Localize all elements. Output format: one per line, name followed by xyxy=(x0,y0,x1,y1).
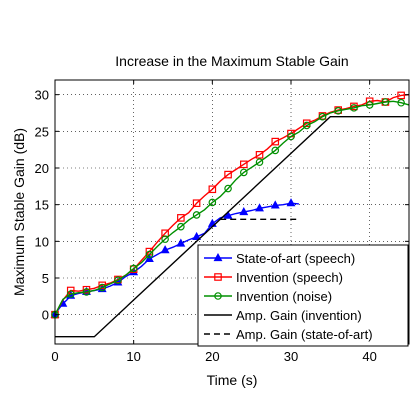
x-tick-label: 0 xyxy=(51,349,58,364)
legend-item: Amp. Gain (invention) xyxy=(204,308,362,323)
data-point xyxy=(192,199,201,208)
data-point xyxy=(271,146,280,155)
data-point xyxy=(365,101,374,109)
series-line xyxy=(54,100,410,316)
data-point xyxy=(397,98,405,107)
legend-marker xyxy=(214,273,222,281)
data-point xyxy=(255,158,264,166)
data-point xyxy=(66,290,75,298)
legend-box xyxy=(197,244,409,347)
data-point xyxy=(192,211,201,219)
legend-label: Invention (noise) xyxy=(236,289,332,304)
x-tick-label: 10 xyxy=(126,349,140,364)
chart-title: Increase in the Maximum Stable Gain xyxy=(115,53,348,69)
ticks: 0 10 20 30 40 0 5 10 15 20 25 30 xyxy=(35,80,409,364)
data-point xyxy=(82,288,91,296)
data-point xyxy=(145,250,154,259)
series-layer xyxy=(50,91,410,338)
data-point xyxy=(270,200,280,209)
data-point xyxy=(318,112,327,121)
legend-item: State-of-art (speech) xyxy=(204,251,355,266)
legend-marker xyxy=(213,252,223,262)
data-point xyxy=(381,98,390,106)
series-3 xyxy=(55,115,409,338)
data-point xyxy=(177,222,185,231)
data-point xyxy=(129,264,138,273)
legend-item: Invention (noise) xyxy=(204,289,332,304)
data-point xyxy=(223,210,233,219)
data-point xyxy=(114,276,122,285)
legend-item: Invention (speech) xyxy=(204,270,343,285)
data-point xyxy=(208,185,217,194)
legend-item: Amp. Gain (state-of-art) xyxy=(204,327,373,342)
data-point xyxy=(271,137,280,146)
data-point xyxy=(240,160,248,169)
y-tick-label: 25 xyxy=(35,124,49,139)
data-point xyxy=(350,104,358,112)
y-tick-label: 5 xyxy=(42,271,49,286)
data-point xyxy=(286,198,296,207)
legend-marker xyxy=(214,292,222,300)
y-tick-label: 15 xyxy=(35,198,49,213)
data-point xyxy=(208,198,217,207)
data-point xyxy=(287,132,295,141)
series-2 xyxy=(51,98,410,319)
y-tick-label: 30 xyxy=(35,88,49,103)
data-point xyxy=(334,107,343,115)
data-point xyxy=(192,231,202,241)
y-tick-label: 20 xyxy=(35,161,49,176)
legend-label: Amp. Gain (invention) xyxy=(236,308,362,323)
legend-label: Amp. Gain (state-of-art) xyxy=(236,327,373,342)
data-point xyxy=(160,245,170,254)
data-point xyxy=(255,151,264,159)
data-point xyxy=(176,238,186,247)
data-point xyxy=(397,91,405,100)
data-point xyxy=(224,184,232,193)
data-point xyxy=(240,168,248,177)
y-tick-label: 0 xyxy=(42,308,49,323)
y-tick-label: 10 xyxy=(35,234,49,249)
series-line xyxy=(55,115,409,338)
data-point xyxy=(224,170,232,179)
x-tick-label: 20 xyxy=(205,349,219,364)
x-tick-label: 40 xyxy=(362,349,376,364)
plot-area: 0 10 20 30 40 0 5 10 15 20 25 30 xyxy=(35,79,410,364)
y-axis-label: Maximum Stable Gain (dB) xyxy=(11,128,27,296)
data-point xyxy=(177,214,185,222)
data-point xyxy=(239,206,249,216)
data-point xyxy=(98,283,107,292)
data-point xyxy=(255,203,264,212)
legend-label: State-of-art (speech) xyxy=(236,251,355,266)
data-point xyxy=(161,235,169,243)
data-point xyxy=(302,121,311,130)
legend: State-of-art (speech) Invention (speech) I… xyxy=(197,244,409,347)
x-tick-label: 30 xyxy=(284,349,298,364)
legend-label: Invention (speech) xyxy=(236,270,343,285)
x-axis-label: Time (s) xyxy=(207,372,258,388)
data-point xyxy=(82,285,91,294)
